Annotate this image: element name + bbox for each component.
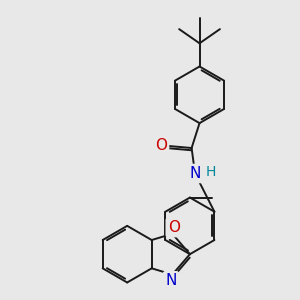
Text: H: H xyxy=(206,165,216,179)
Text: N: N xyxy=(165,273,177,288)
Text: N: N xyxy=(189,166,201,181)
Text: O: O xyxy=(168,220,180,235)
Text: O: O xyxy=(155,138,167,153)
